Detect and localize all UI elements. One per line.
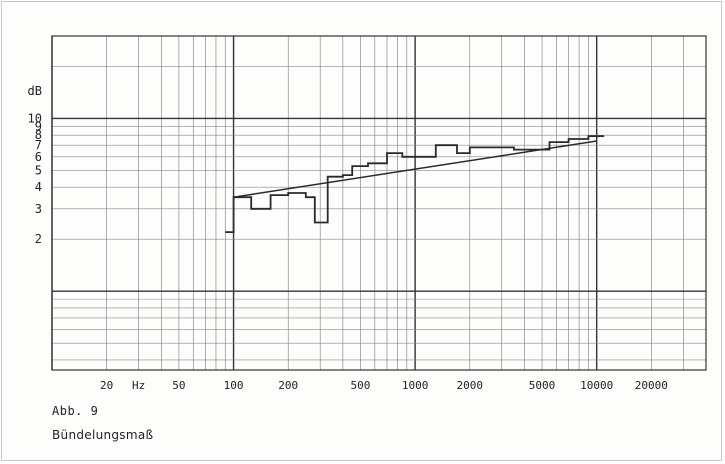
chart-labels: 20 Hz 50 100 200 500 1000 2000 5000 10000 20000 109… [28, 84, 668, 392]
x-tick-label: 20 [100, 379, 113, 392]
y-axis-label: dB [28, 84, 42, 98]
step-curve [225, 135, 605, 234]
y-tick-label: 5 [35, 163, 42, 177]
chart-series [225, 135, 605, 234]
x-tick-label: 2000 [457, 379, 484, 392]
figure-number: Abb. 9 [52, 404, 99, 418]
y-tick-label: 8 [35, 128, 42, 142]
x-tick-label: 1000 [402, 379, 429, 392]
chart-grid [51, 35, 707, 371]
x-unit-label: Hz [132, 379, 145, 392]
x-tick-label: 200 [278, 379, 298, 392]
y-tick-label: 4 [35, 180, 42, 194]
x-tick-label: 50 [172, 379, 185, 392]
chart-plot: 20 Hz 50 100 200 500 1000 2000 5000 10000 20000 109… [28, 35, 707, 392]
x-tick-label: 100 [224, 379, 244, 392]
y-tick-label: 7 [35, 138, 42, 152]
y-tick-label: 6 [35, 150, 42, 164]
x-tick-label: 5000 [529, 379, 556, 392]
y-tick-label: 10 [28, 111, 42, 125]
plot-border [51, 35, 707, 371]
y-tick-label: 3 [35, 202, 42, 216]
x-tick-label: 10000 [580, 379, 613, 392]
y-tick-label: 9 [35, 119, 42, 133]
figure-caption: Bündelungsmaß [52, 428, 154, 442]
y-tick-label: 2 [35, 232, 42, 246]
x-tick-label: 500 [351, 379, 371, 392]
x-tick-label: 20000 [635, 379, 668, 392]
trend-line [233, 140, 597, 198]
